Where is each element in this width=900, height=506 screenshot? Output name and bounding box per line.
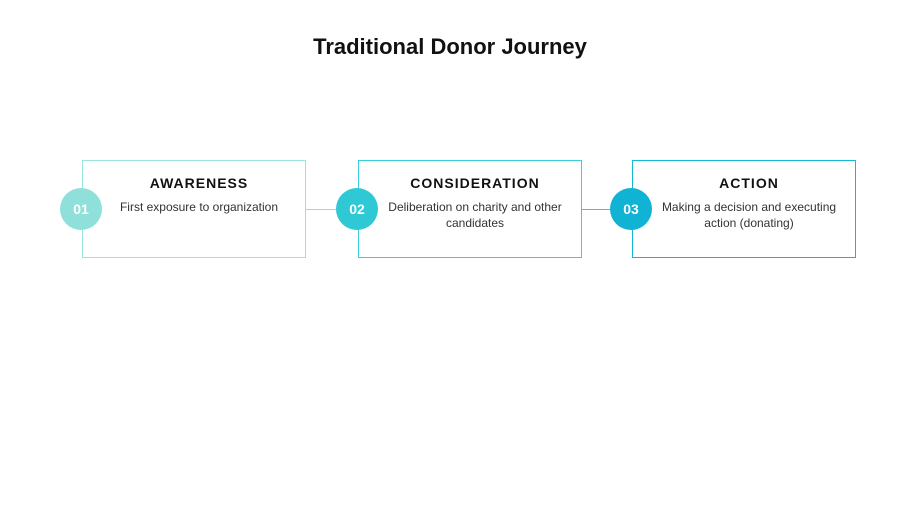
step-desc: First exposure to organization — [111, 199, 287, 215]
step-box-consideration: CONSIDERATION Deliberation on charity an… — [358, 160, 582, 258]
step-desc: Making a decision and executing action (… — [661, 199, 837, 231]
step-box-action: ACTION Making a decision and executing a… — [632, 160, 856, 258]
step-number: 01 — [73, 201, 89, 217]
page-title: Traditional Donor Journey — [0, 34, 900, 60]
step-badge-2: 02 — [336, 188, 378, 230]
step-desc: Deliberation on charity and other candid… — [387, 199, 563, 231]
step-number: 02 — [349, 201, 365, 217]
step-badge-1: 01 — [60, 188, 102, 230]
flow-diagram: AWARENESS First exposure to organization… — [0, 160, 900, 280]
step-box-awareness: AWARENESS First exposure to organization — [82, 160, 306, 258]
step-title: AWARENESS — [111, 175, 287, 191]
step-badge-3: 03 — [610, 188, 652, 230]
step-title: ACTION — [661, 175, 837, 191]
step-number: 03 — [623, 201, 639, 217]
page: Traditional Donor Journey AWARENESS Firs… — [0, 0, 900, 506]
step-title: CONSIDERATION — [387, 175, 563, 191]
